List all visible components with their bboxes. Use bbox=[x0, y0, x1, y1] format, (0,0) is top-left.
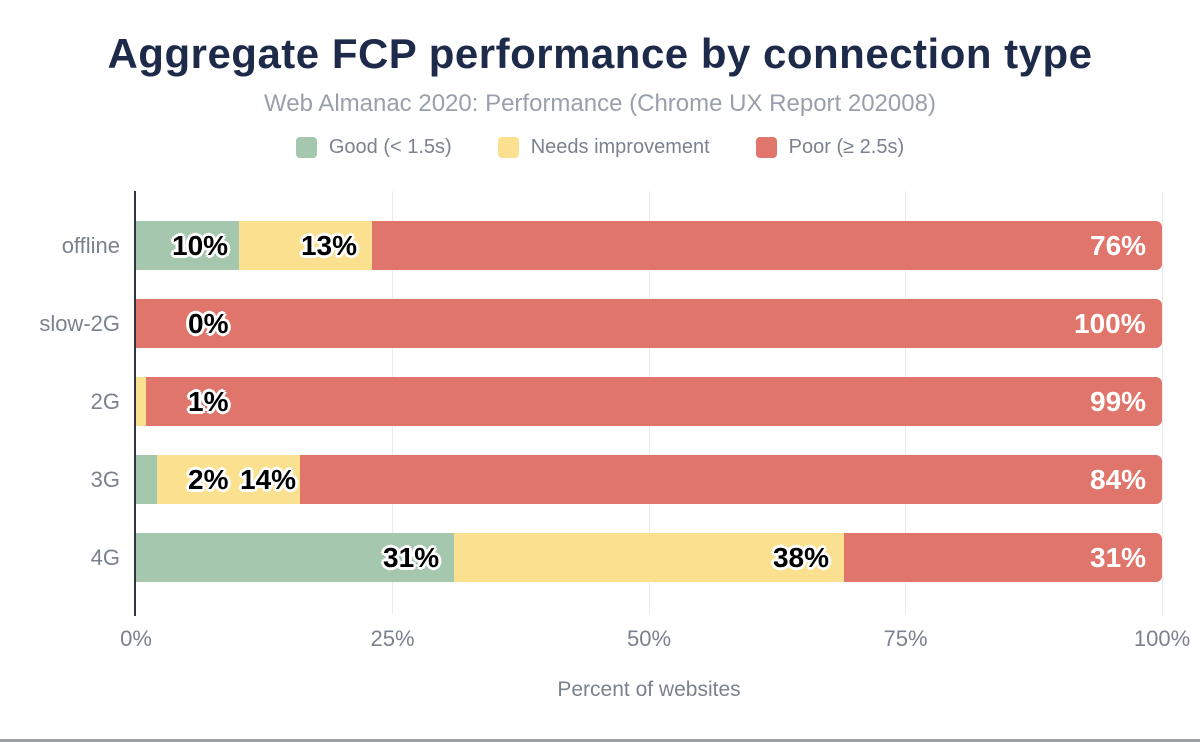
data-label-3G-needs: 14% bbox=[240, 464, 297, 495]
data-label-offline-poor: 76% bbox=[1090, 230, 1147, 261]
chart-title: Aggregate FCP performance by connection … bbox=[107, 30, 1093, 77]
bar-4G-good bbox=[136, 533, 455, 582]
y-category-label-slow-2G: slow-2G bbox=[39, 311, 120, 336]
y-category-label-4G: 4G bbox=[90, 545, 120, 570]
data-label-offline-needs: 13% bbox=[300, 230, 358, 261]
legend-label-poor: Poor (≥ 2.5s) bbox=[788, 136, 905, 158]
grid-line-100 bbox=[1161, 191, 1163, 614]
data-label-3G-poor: 84% bbox=[1090, 464, 1147, 495]
legend-item-good: Good (< 1.5s) bbox=[295, 136, 452, 159]
y-category-label-2G: 2G bbox=[90, 389, 120, 414]
legend-label-good: Good (< 1.5s) bbox=[328, 136, 452, 158]
data-label-slow-2G-poor: 100% bbox=[1074, 308, 1146, 339]
y-axis-line bbox=[134, 191, 136, 616]
y-category-label-offline: offline bbox=[61, 233, 120, 258]
data-label-4G-good: 31% bbox=[383, 542, 440, 573]
bar-2G-needs bbox=[136, 377, 147, 426]
bar-3G-needs bbox=[156, 455, 301, 504]
x-axis-title: Percent of websites bbox=[557, 678, 741, 701]
legend-item-needs: Needs improvement bbox=[497, 136, 710, 159]
bar-offline-needs bbox=[238, 221, 372, 270]
bar-3G-poor bbox=[300, 455, 1162, 504]
y-category-label-3G: 3G bbox=[90, 467, 120, 492]
legend-swatch-good bbox=[295, 137, 317, 158]
data-label-4G-poor: 31% bbox=[1090, 542, 1147, 573]
x-tick-label-50: 50% bbox=[626, 626, 672, 651]
bar-3G-good bbox=[136, 455, 157, 504]
legend-label-needs: Needs improvement bbox=[530, 136, 710, 158]
bottom-divider bbox=[0, 739, 1200, 742]
data-label-4G-needs: 38% bbox=[772, 542, 829, 573]
legend-item-poor: Poor (≥ 2.5s) bbox=[755, 136, 905, 159]
bar-2G-poor bbox=[146, 377, 1162, 426]
data-label-offline-good: 10% bbox=[172, 230, 229, 261]
x-tick-label-25: 25% bbox=[370, 626, 415, 651]
legend-swatch-needs bbox=[497, 137, 519, 158]
x-tick-label-100: 100% bbox=[1133, 626, 1191, 651]
bar-offline-poor bbox=[371, 221, 1162, 270]
legend-swatch-poor bbox=[755, 137, 777, 158]
bar-offline-good bbox=[136, 221, 239, 270]
bar-4G-needs bbox=[454, 533, 844, 582]
data-label-3G-good: 2% bbox=[188, 464, 229, 495]
data-label-2G-poor: 99% bbox=[1090, 386, 1147, 417]
chart-subtitle: Web Almanac 2020: Performance (Chrome UX… bbox=[264, 90, 936, 117]
x-tick-label-75: 75% bbox=[883, 626, 928, 651]
x-tick-label-0: 0% bbox=[120, 626, 152, 651]
data-label-slow-2G-good: 0% bbox=[188, 308, 229, 339]
bar-slow-2G-poor bbox=[136, 299, 1162, 348]
legend: Good (< 1.5s) Needs improvement Poor (≥ 2.… bbox=[0, 136, 1200, 159]
data-label-2G-needs: 1% bbox=[188, 386, 229, 417]
bar-4G-poor bbox=[843, 533, 1162, 582]
